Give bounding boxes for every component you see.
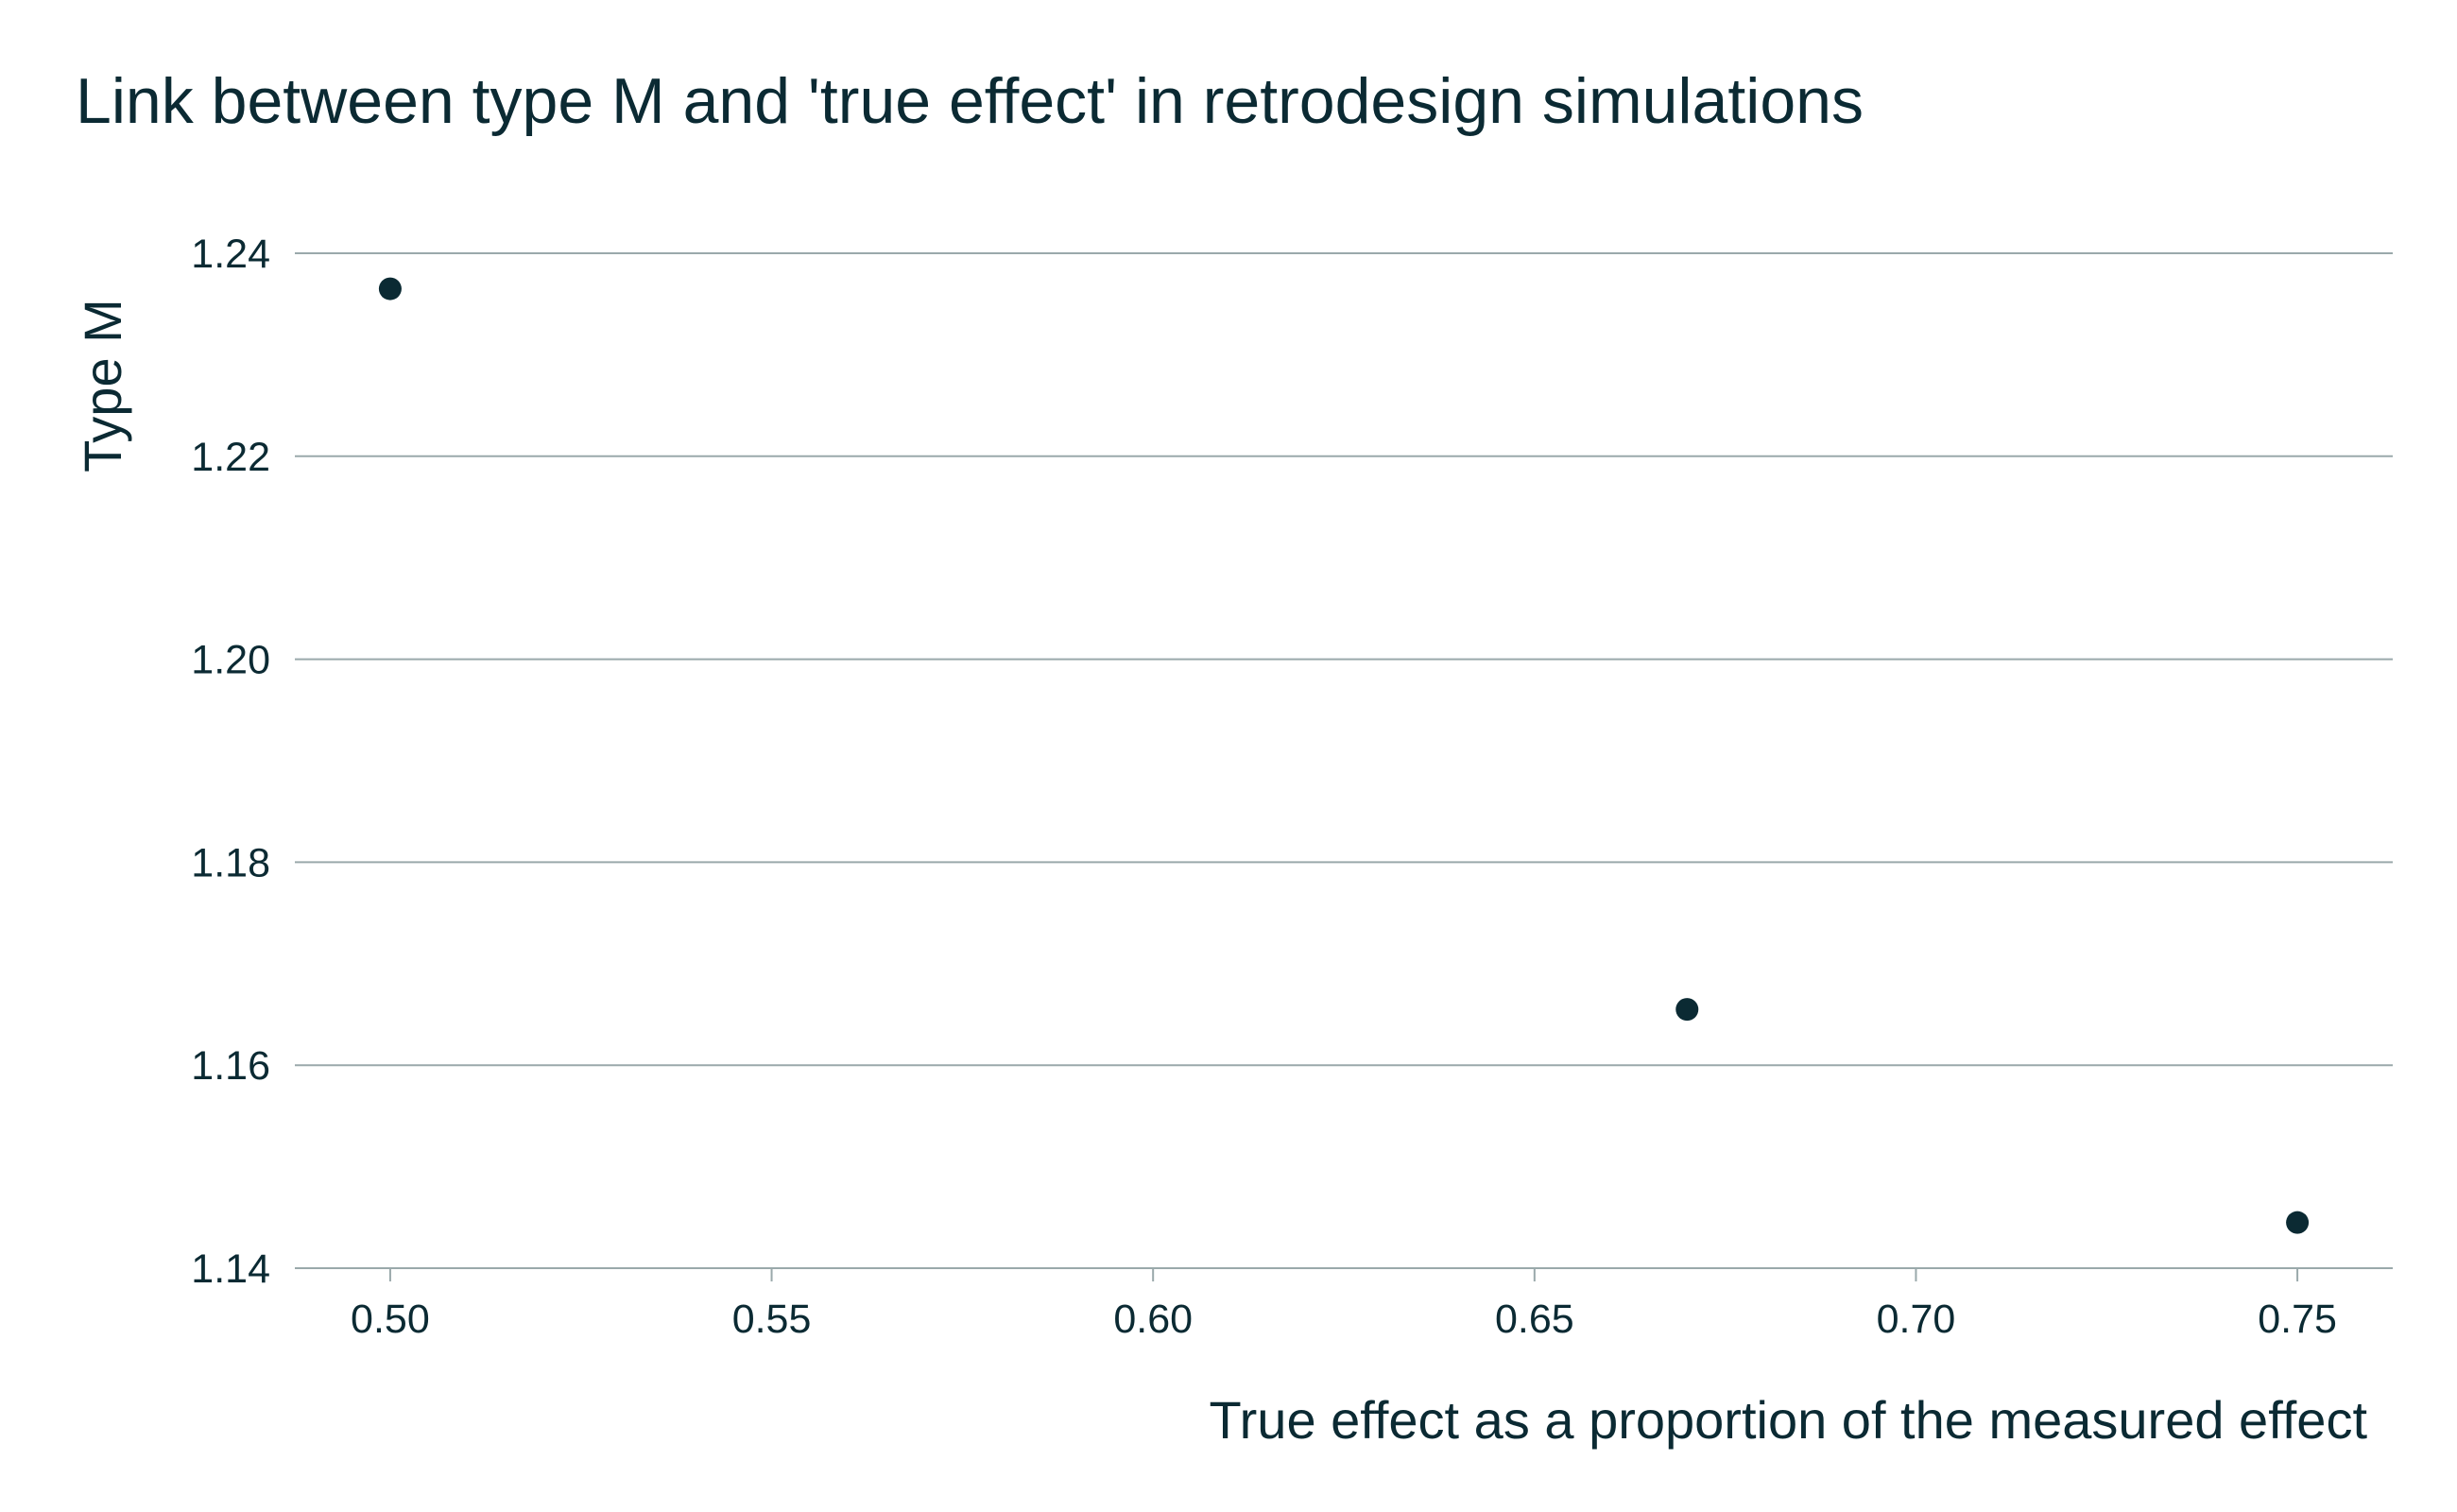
x-tick-label: 0.75 — [2258, 1297, 2337, 1342]
y-tick-label: 1.22 — [191, 435, 270, 480]
y-tick-label: 1.16 — [191, 1043, 270, 1089]
data-point — [378, 277, 402, 301]
chart-title: Link between type M and 'true effect' in… — [76, 65, 1864, 137]
x-axis — [388, 1268, 2299, 1281]
data-points — [378, 277, 2310, 1234]
y-axis-title: Type M — [73, 299, 132, 472]
y-axis-tick-labels: 1.14 1.16 1.18 1.20 1.22 1.24 — [191, 232, 270, 1292]
x-tick-label: 0.55 — [732, 1297, 812, 1342]
x-tick-label: 0.60 — [1113, 1297, 1193, 1342]
x-tick-label: 0.50 — [351, 1297, 430, 1342]
y-tick-label: 1.18 — [191, 840, 270, 885]
y-tick-label: 1.20 — [191, 638, 270, 683]
x-tick-label: 0.65 — [1495, 1297, 1574, 1342]
x-axis-title: True effect as a proportion of the measu… — [1210, 1390, 2368, 1450]
x-axis-tick-labels: 0.50 0.55 0.60 0.65 0.70 0.75 — [351, 1297, 2337, 1342]
y-tick-label: 1.14 — [191, 1246, 270, 1292]
data-point — [1675, 998, 1699, 1022]
gridlines — [295, 252, 2393, 1269]
x-tick-label: 0.70 — [1877, 1297, 1956, 1342]
y-tick-label: 1.24 — [191, 232, 270, 277]
data-point — [2286, 1211, 2310, 1234]
